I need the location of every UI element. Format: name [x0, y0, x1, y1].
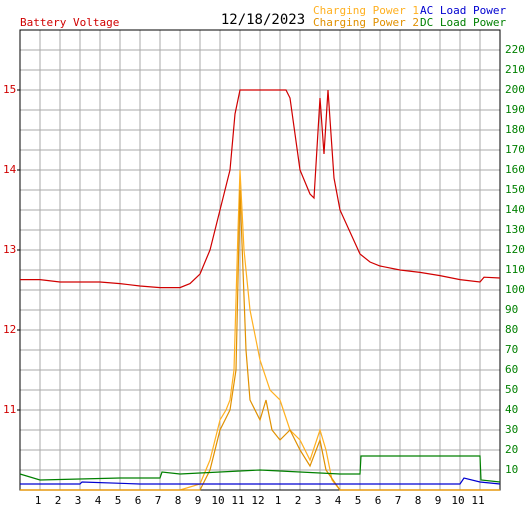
y2-tick-label: 10 [505, 463, 518, 476]
x-tick-label: 4 [335, 494, 342, 507]
x-tick-label: 7 [155, 494, 162, 507]
y2-tick-label: 20 [505, 443, 518, 456]
x-tick-label: 6 [375, 494, 382, 507]
legend-entry: Charging Power 1 [313, 4, 419, 17]
y2-tick-label: 60 [505, 363, 518, 376]
x-tick-label: 9 [195, 494, 202, 507]
y-tick-label: 14 [3, 163, 17, 176]
x-tick-label: 11 [231, 494, 244, 507]
y2-tick-label: 120 [505, 243, 525, 256]
x-tick-label: 10 [451, 494, 464, 507]
x-tick-label: 11 [471, 494, 484, 507]
x-tick-label: 3 [315, 494, 322, 507]
y-tick-label: 13 [3, 243, 16, 256]
y2-tick-label: 160 [505, 163, 525, 176]
x-tick-label: 5 [355, 494, 362, 507]
x-tick-label: 2 [295, 494, 302, 507]
y-tick-label: 12 [3, 323, 16, 336]
y2-tick-label: 30 [505, 423, 518, 436]
x-tick-label: 10 [211, 494, 224, 507]
plot-frame [19, 29, 501, 491]
y2-tick-label: 130 [505, 223, 525, 236]
x-tick-label: 12 [251, 494, 264, 507]
series-line [20, 89, 501, 289]
y-axis-title: Battery Voltage [20, 16, 119, 29]
x-tick-label: 7 [395, 494, 402, 507]
x-tick-label: 2 [55, 494, 62, 507]
legend-entry: AC Load Power [420, 4, 506, 17]
x-tick-label: 5 [115, 494, 122, 507]
y2-tick-label: 180 [505, 123, 525, 136]
x-tick-label: 3 [75, 494, 82, 507]
x-tick-label: 1 [275, 494, 282, 507]
series-line [19, 455, 501, 483]
x-tick-label: 8 [415, 494, 422, 507]
series-line [20, 169, 500, 491]
x-tick-label: 6 [135, 494, 142, 507]
x-tick-label: 9 [435, 494, 442, 507]
y2-tick-label: 170 [505, 143, 525, 156]
y2-tick-label: 150 [505, 183, 525, 196]
y2-tick-label: 100 [505, 283, 525, 296]
y2-tick-label: 70 [505, 343, 518, 356]
y2-tick-label: 190 [505, 103, 525, 116]
y2-tick-label: 220 [505, 43, 525, 56]
chart-title: 12/18/2023 [221, 12, 305, 28]
y2-tick-label: 90 [505, 303, 518, 316]
y2-tick-label: 200 [505, 83, 525, 96]
y-tick-label: 11 [3, 403, 16, 416]
y2-tick-label: 140 [505, 203, 525, 216]
legend-entry: DC Load Power [420, 16, 506, 29]
series-line [20, 189, 500, 491]
x-tick-label: 4 [95, 494, 102, 507]
y2-tick-label: 40 [505, 403, 518, 416]
y2-tick-label: 50 [505, 383, 518, 396]
y2-tick-label: 110 [505, 263, 525, 276]
x-tick-label: 1 [35, 494, 42, 507]
legend-entry: Charging Power 2 [313, 16, 419, 29]
series-line [20, 477, 501, 485]
y2-tick-label: 210 [505, 63, 525, 76]
y2-tick-label: 80 [505, 323, 518, 336]
x-tick-label: 8 [175, 494, 182, 507]
y-tick-label: 15 [3, 83, 16, 96]
